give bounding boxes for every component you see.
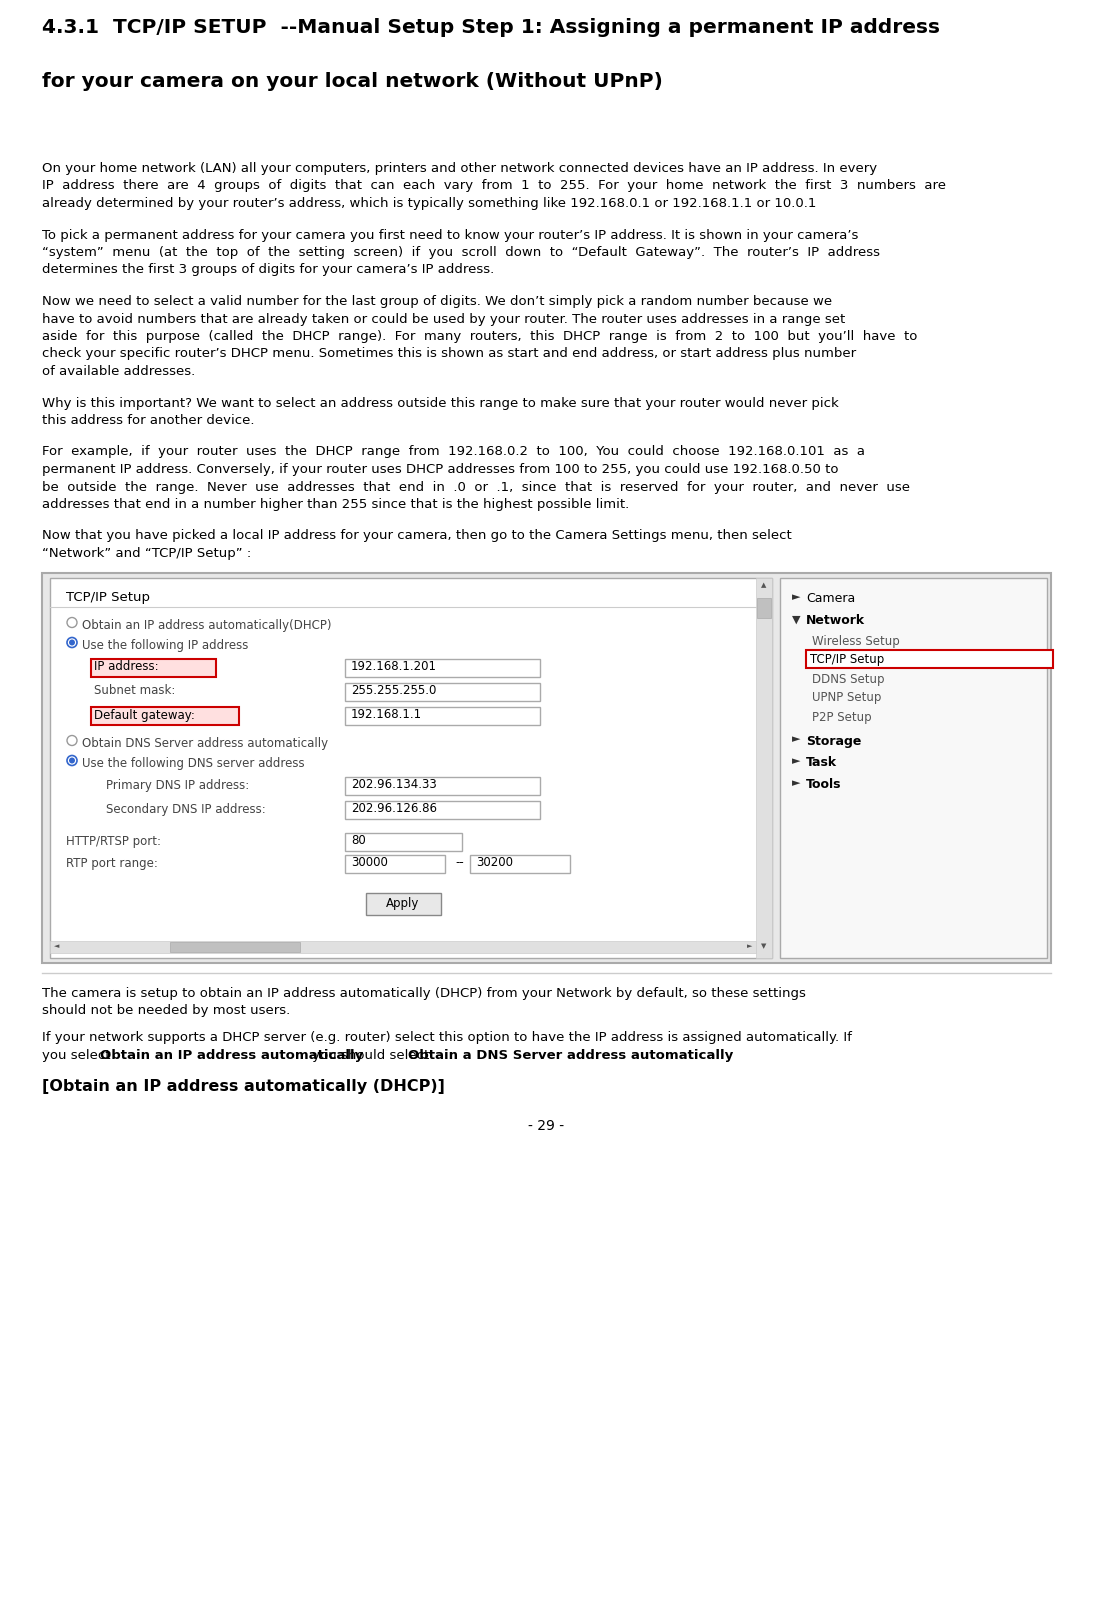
FancyBboxPatch shape bbox=[50, 577, 772, 957]
FancyBboxPatch shape bbox=[345, 833, 462, 851]
Text: TCP/IP Setup: TCP/IP Setup bbox=[66, 591, 150, 604]
Text: Network: Network bbox=[806, 614, 866, 628]
Text: Obtain DNS Server address automatically: Obtain DNS Server address automatically bbox=[82, 736, 328, 749]
Text: for your camera on your local network (Without UPnP): for your camera on your local network (W… bbox=[42, 72, 662, 90]
Text: aside  for  this  purpose  (called  the  DHCP  range).  For  many  routers,  thi: aside for this purpose (called the DHCP … bbox=[42, 330, 917, 343]
Text: For  example,  if  your  router  uses  the  DHCP  range  from  192.168.0.2  to  : For example, if your router uses the DHC… bbox=[42, 446, 865, 459]
Text: of available addresses.: of available addresses. bbox=[42, 366, 196, 379]
Text: check your specific router’s DHCP menu. Sometimes this is shown as start and end: check your specific router’s DHCP menu. … bbox=[42, 348, 856, 361]
FancyBboxPatch shape bbox=[345, 854, 445, 873]
Text: Storage: Storage bbox=[806, 735, 861, 748]
Text: 30200: 30200 bbox=[475, 857, 513, 870]
FancyBboxPatch shape bbox=[345, 777, 540, 794]
Text: RTP port range:: RTP port range: bbox=[66, 857, 157, 870]
Text: ►: ► bbox=[792, 778, 800, 788]
Text: should not be needed by most users.: should not be needed by most users. bbox=[42, 1004, 291, 1017]
Text: Now that you have picked a local IP address for your camera, then go to the Came: Now that you have picked a local IP addr… bbox=[42, 530, 791, 543]
Text: IP address:: IP address: bbox=[94, 661, 158, 673]
Text: 192.168.1.201: 192.168.1.201 bbox=[351, 661, 437, 673]
Text: ►: ► bbox=[792, 593, 800, 603]
Text: .: . bbox=[658, 1049, 662, 1062]
Text: ▼: ▼ bbox=[792, 614, 800, 625]
FancyBboxPatch shape bbox=[345, 659, 540, 677]
Text: Use the following IP address: Use the following IP address bbox=[82, 638, 248, 651]
Text: 202.96.126.86: 202.96.126.86 bbox=[351, 802, 437, 815]
Text: 192.168.1.1: 192.168.1.1 bbox=[351, 709, 422, 722]
Text: have to avoid numbers that are already taken or could be used by your router. Th: have to avoid numbers that are already t… bbox=[42, 313, 845, 325]
FancyBboxPatch shape bbox=[366, 892, 440, 915]
Text: permanent IP address. Conversely, if your router uses DHCP addresses from 100 to: permanent IP address. Conversely, if you… bbox=[42, 462, 838, 475]
FancyBboxPatch shape bbox=[345, 707, 540, 725]
Text: Why is this important? We want to select an address outside this range to make s: Why is this important? We want to select… bbox=[42, 396, 838, 409]
Text: P2P Setup: P2P Setup bbox=[812, 710, 871, 723]
Text: - 29 -: - 29 - bbox=[528, 1118, 565, 1133]
Text: Wireless Setup: Wireless Setup bbox=[812, 635, 900, 648]
Text: ◄: ◄ bbox=[54, 944, 59, 949]
Text: you select: you select bbox=[42, 1049, 115, 1062]
Text: ►: ► bbox=[792, 757, 800, 767]
Text: already determined by your router’s address, which is typically something like 1: already determined by your router’s addr… bbox=[42, 197, 816, 209]
FancyBboxPatch shape bbox=[50, 941, 756, 952]
Text: On your home network (LAN) all your computers, printers and other network connec: On your home network (LAN) all your comp… bbox=[42, 163, 877, 176]
Text: IP  address  there  are  4  groups  of  digits  that  can  each  vary  from  1  : IP address there are 4 groups of digits … bbox=[42, 179, 947, 192]
Text: you should select: you should select bbox=[308, 1049, 433, 1062]
Text: 30000: 30000 bbox=[351, 857, 388, 870]
Text: “Network” and “TCP/IP Setup” :: “Network” and “TCP/IP Setup” : bbox=[42, 548, 251, 561]
Text: The camera is setup to obtain an IP address automatically (DHCP) from your Netwo: The camera is setup to obtain an IP addr… bbox=[42, 986, 806, 999]
Text: Obtain an IP address automatically: Obtain an IP address automatically bbox=[101, 1049, 364, 1062]
FancyBboxPatch shape bbox=[470, 854, 571, 873]
Text: “system”  menu  (at  the  top  of  the  setting  screen)  if  you  scroll  down : “system” menu (at the top of the setting… bbox=[42, 246, 880, 259]
Text: ►: ► bbox=[747, 944, 752, 949]
Text: Apply: Apply bbox=[386, 896, 420, 910]
Text: Secondary DNS IP address:: Secondary DNS IP address: bbox=[106, 802, 266, 815]
Text: If your network supports a DHCP server (e.g. router) select this option to have : If your network supports a DHCP server (… bbox=[42, 1031, 851, 1044]
FancyBboxPatch shape bbox=[756, 577, 772, 957]
Text: TCP/IP Setup: TCP/IP Setup bbox=[810, 654, 884, 667]
Text: --: -- bbox=[455, 857, 463, 870]
Text: DDNS Setup: DDNS Setup bbox=[812, 672, 884, 686]
Text: addresses that end in a number higher than 255 since that is the highest possibl: addresses that end in a number higher th… bbox=[42, 498, 630, 511]
Text: Tools: Tools bbox=[806, 778, 842, 791]
Text: To pick a permanent address for your camera you first need to know your router’s: To pick a permanent address for your cam… bbox=[42, 229, 858, 242]
Text: ▲: ▲ bbox=[762, 583, 766, 588]
FancyBboxPatch shape bbox=[91, 707, 239, 725]
Text: ▼: ▼ bbox=[762, 944, 766, 949]
Text: Subnet mask:: Subnet mask: bbox=[94, 685, 175, 698]
FancyBboxPatch shape bbox=[780, 577, 1047, 957]
Text: Default gateway:: Default gateway: bbox=[94, 709, 195, 722]
Text: Primary DNS IP address:: Primary DNS IP address: bbox=[106, 778, 249, 791]
Text: Task: Task bbox=[806, 757, 837, 770]
Text: Use the following DNS server address: Use the following DNS server address bbox=[82, 757, 305, 770]
Text: be  outside  the  range.  Never  use  addresses  that  end  in  .0  or  .1,  sin: be outside the range. Never use addresse… bbox=[42, 480, 910, 493]
Text: Camera: Camera bbox=[806, 593, 855, 606]
Text: this address for another device.: this address for another device. bbox=[42, 414, 255, 427]
FancyBboxPatch shape bbox=[345, 801, 540, 818]
FancyBboxPatch shape bbox=[757, 598, 771, 617]
FancyBboxPatch shape bbox=[806, 649, 1053, 667]
Text: 4.3.1  TCP/IP SETUP  --Manual Setup Step 1: Assigning a permanent IP address: 4.3.1 TCP/IP SETUP --Manual Setup Step 1… bbox=[42, 18, 940, 37]
FancyBboxPatch shape bbox=[42, 572, 1051, 962]
Circle shape bbox=[69, 757, 75, 764]
FancyBboxPatch shape bbox=[345, 683, 540, 701]
Text: Now we need to select a valid number for the last group of digits. We don’t simp: Now we need to select a valid number for… bbox=[42, 295, 832, 308]
Text: 202.96.134.33: 202.96.134.33 bbox=[351, 778, 437, 791]
Text: determines the first 3 groups of digits for your camera’s IP address.: determines the first 3 groups of digits … bbox=[42, 264, 494, 277]
Circle shape bbox=[69, 640, 75, 646]
Text: HTTP/RTSP port:: HTTP/RTSP port: bbox=[66, 834, 161, 847]
Text: UPNP Setup: UPNP Setup bbox=[812, 691, 881, 704]
Text: Obtain an IP address automatically(DHCP): Obtain an IP address automatically(DHCP) bbox=[82, 619, 331, 632]
Text: 255.255.255.0: 255.255.255.0 bbox=[351, 685, 436, 698]
Text: ►: ► bbox=[792, 735, 800, 744]
Text: [Obtain an IP address automatically (DHCP)]: [Obtain an IP address automatically (DHC… bbox=[42, 1078, 445, 1094]
FancyBboxPatch shape bbox=[171, 941, 299, 952]
Text: Obtain a DNS Server address automatically: Obtain a DNS Server address automaticall… bbox=[409, 1049, 733, 1062]
FancyBboxPatch shape bbox=[91, 659, 216, 677]
Text: 80: 80 bbox=[351, 834, 366, 847]
